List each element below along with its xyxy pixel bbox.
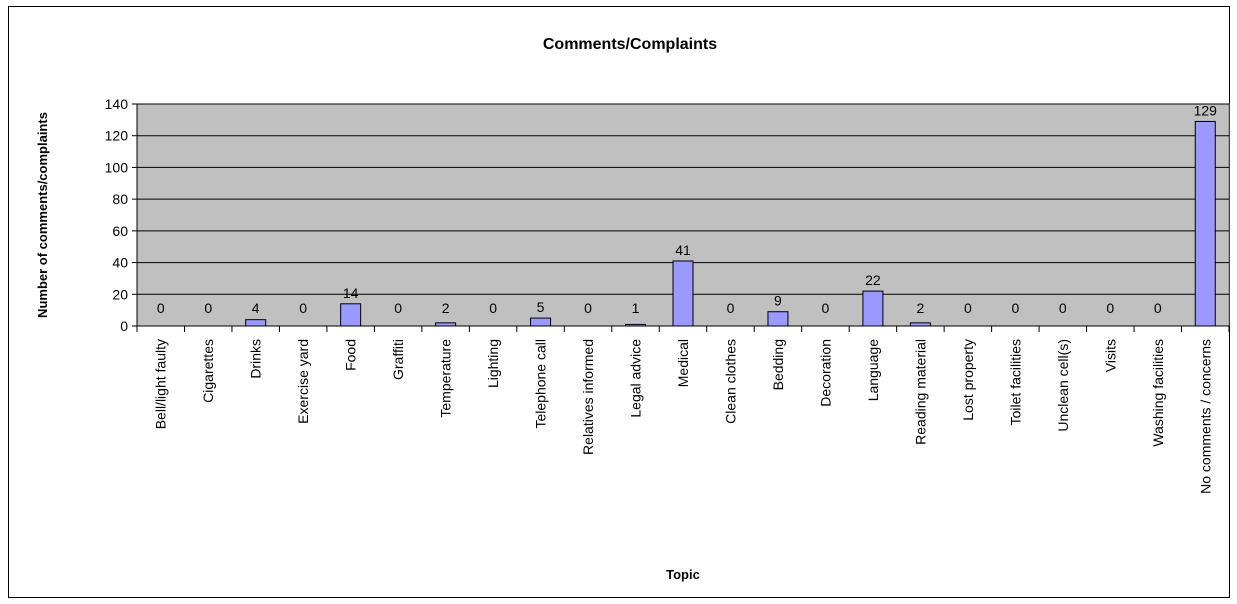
y-tick-label: 40 — [112, 255, 128, 271]
data-label: 0 — [727, 300, 735, 316]
bar — [767, 311, 789, 327]
data-label: 0 — [394, 300, 402, 316]
data-label: 0 — [822, 300, 830, 316]
bar — [862, 290, 884, 327]
x-tick-label: Washing facilities — [1150, 339, 1166, 447]
x-tick-label: Cigarettes — [200, 339, 216, 403]
x-tick-label: Drinks — [248, 339, 264, 379]
x-tick-label: Visits — [1102, 339, 1118, 372]
x-tick-label: Medical — [675, 339, 691, 387]
y-axis-title: Number of comments/complaints — [35, 112, 50, 318]
data-label: 2 — [916, 300, 924, 316]
data-label: 9 — [774, 293, 782, 309]
x-tick-label: Lost property — [960, 339, 976, 421]
x-tick-label: Reading material — [912, 339, 928, 445]
x-axis: Bell/light faulty Cigarettes Drinks Exercis… — [136, 325, 1230, 494]
y-tick-label: 20 — [112, 286, 128, 302]
x-tick-label: Legal advice — [628, 339, 644, 418]
x-tick-label: Decoration — [817, 339, 833, 407]
bar — [1194, 120, 1216, 327]
x-tick-label: Bedding — [770, 339, 786, 390]
bar — [530, 317, 552, 327]
y-axis: 0 20 40 60 80 100 120 140 — [105, 96, 138, 334]
x-tick-label: Bell/light faulty — [153, 339, 169, 429]
data-label: 129 — [1194, 102, 1218, 118]
data-label: 0 — [204, 300, 212, 316]
data-label: 0 — [299, 300, 307, 316]
bar — [245, 319, 267, 327]
x-tick-label: Lighting — [485, 339, 501, 388]
data-label: 14 — [343, 285, 359, 301]
data-label: 0 — [1106, 300, 1114, 316]
data-label: 0 — [1011, 300, 1019, 316]
data-label: 0 — [489, 300, 497, 316]
data-label: 0 — [964, 300, 972, 316]
y-tick-label: 120 — [105, 128, 129, 144]
data-label: 0 — [157, 300, 165, 316]
x-tick-label: Food — [343, 339, 359, 371]
x-tick-label: Unclean cell(s) — [1055, 339, 1071, 432]
data-label: 1 — [632, 300, 640, 316]
x-tick-label: Clean clothes — [722, 339, 738, 424]
data-label: 0 — [1154, 300, 1162, 316]
y-tick-label: 100 — [105, 159, 129, 175]
data-label: 0 — [1059, 300, 1067, 316]
x-tick-label: Graffiti — [390, 339, 406, 380]
y-tick-label: 140 — [105, 96, 129, 112]
data-label: 2 — [442, 300, 450, 316]
x-tick-label: Relatives informed — [580, 339, 596, 455]
bar — [340, 303, 362, 327]
y-tick-label: 60 — [112, 223, 128, 239]
x-axis-title: Topic — [666, 567, 700, 582]
chart-title: Comments/Complaints — [543, 36, 717, 53]
x-tick-label: Temperature — [438, 339, 454, 418]
y-tick-label: 0 — [120, 318, 128, 334]
x-tick-label: Exercise yard — [295, 339, 311, 424]
data-label: 22 — [865, 272, 881, 288]
bar — [672, 260, 694, 327]
x-tick-label: Toilet facilities — [1007, 339, 1023, 425]
data-label: 41 — [675, 242, 691, 258]
x-tick-label: Telephone call — [533, 339, 549, 429]
data-label: 5 — [537, 299, 545, 315]
data-label: 0 — [584, 300, 592, 316]
x-tick-label: Language — [865, 339, 881, 402]
y-tick-label: 80 — [112, 191, 128, 207]
data-label: 4 — [252, 300, 260, 316]
x-tick-label: No comments / concerns — [1197, 339, 1213, 494]
